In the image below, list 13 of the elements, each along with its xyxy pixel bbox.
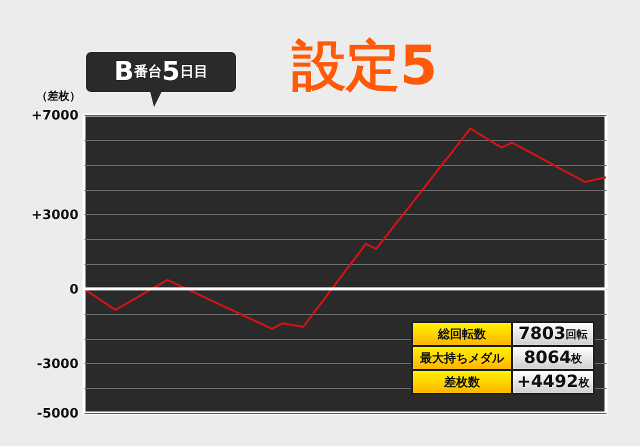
y-tick-label: +7000 bbox=[31, 108, 78, 124]
annotation: 最大持ちメダル bbox=[413, 347, 511, 369]
y-tick-label: -3000 bbox=[36, 356, 78, 372]
y-axis-title: （差枚） bbox=[36, 90, 80, 102]
annotation: 8064枚 bbox=[524, 348, 582, 368]
chart-title: 設定5 bbox=[290, 34, 438, 97]
annotation: 7803回転 bbox=[518, 324, 588, 344]
annotation: 総回転数 bbox=[413, 323, 511, 345]
y-tick-label: -5000 bbox=[36, 406, 78, 422]
annotation: +4492枚 bbox=[516, 372, 590, 392]
y-tick-label: 0 bbox=[69, 282, 78, 298]
annotation: 差枚数 bbox=[413, 371, 511, 393]
y-tick-label: +3000 bbox=[31, 208, 78, 223]
